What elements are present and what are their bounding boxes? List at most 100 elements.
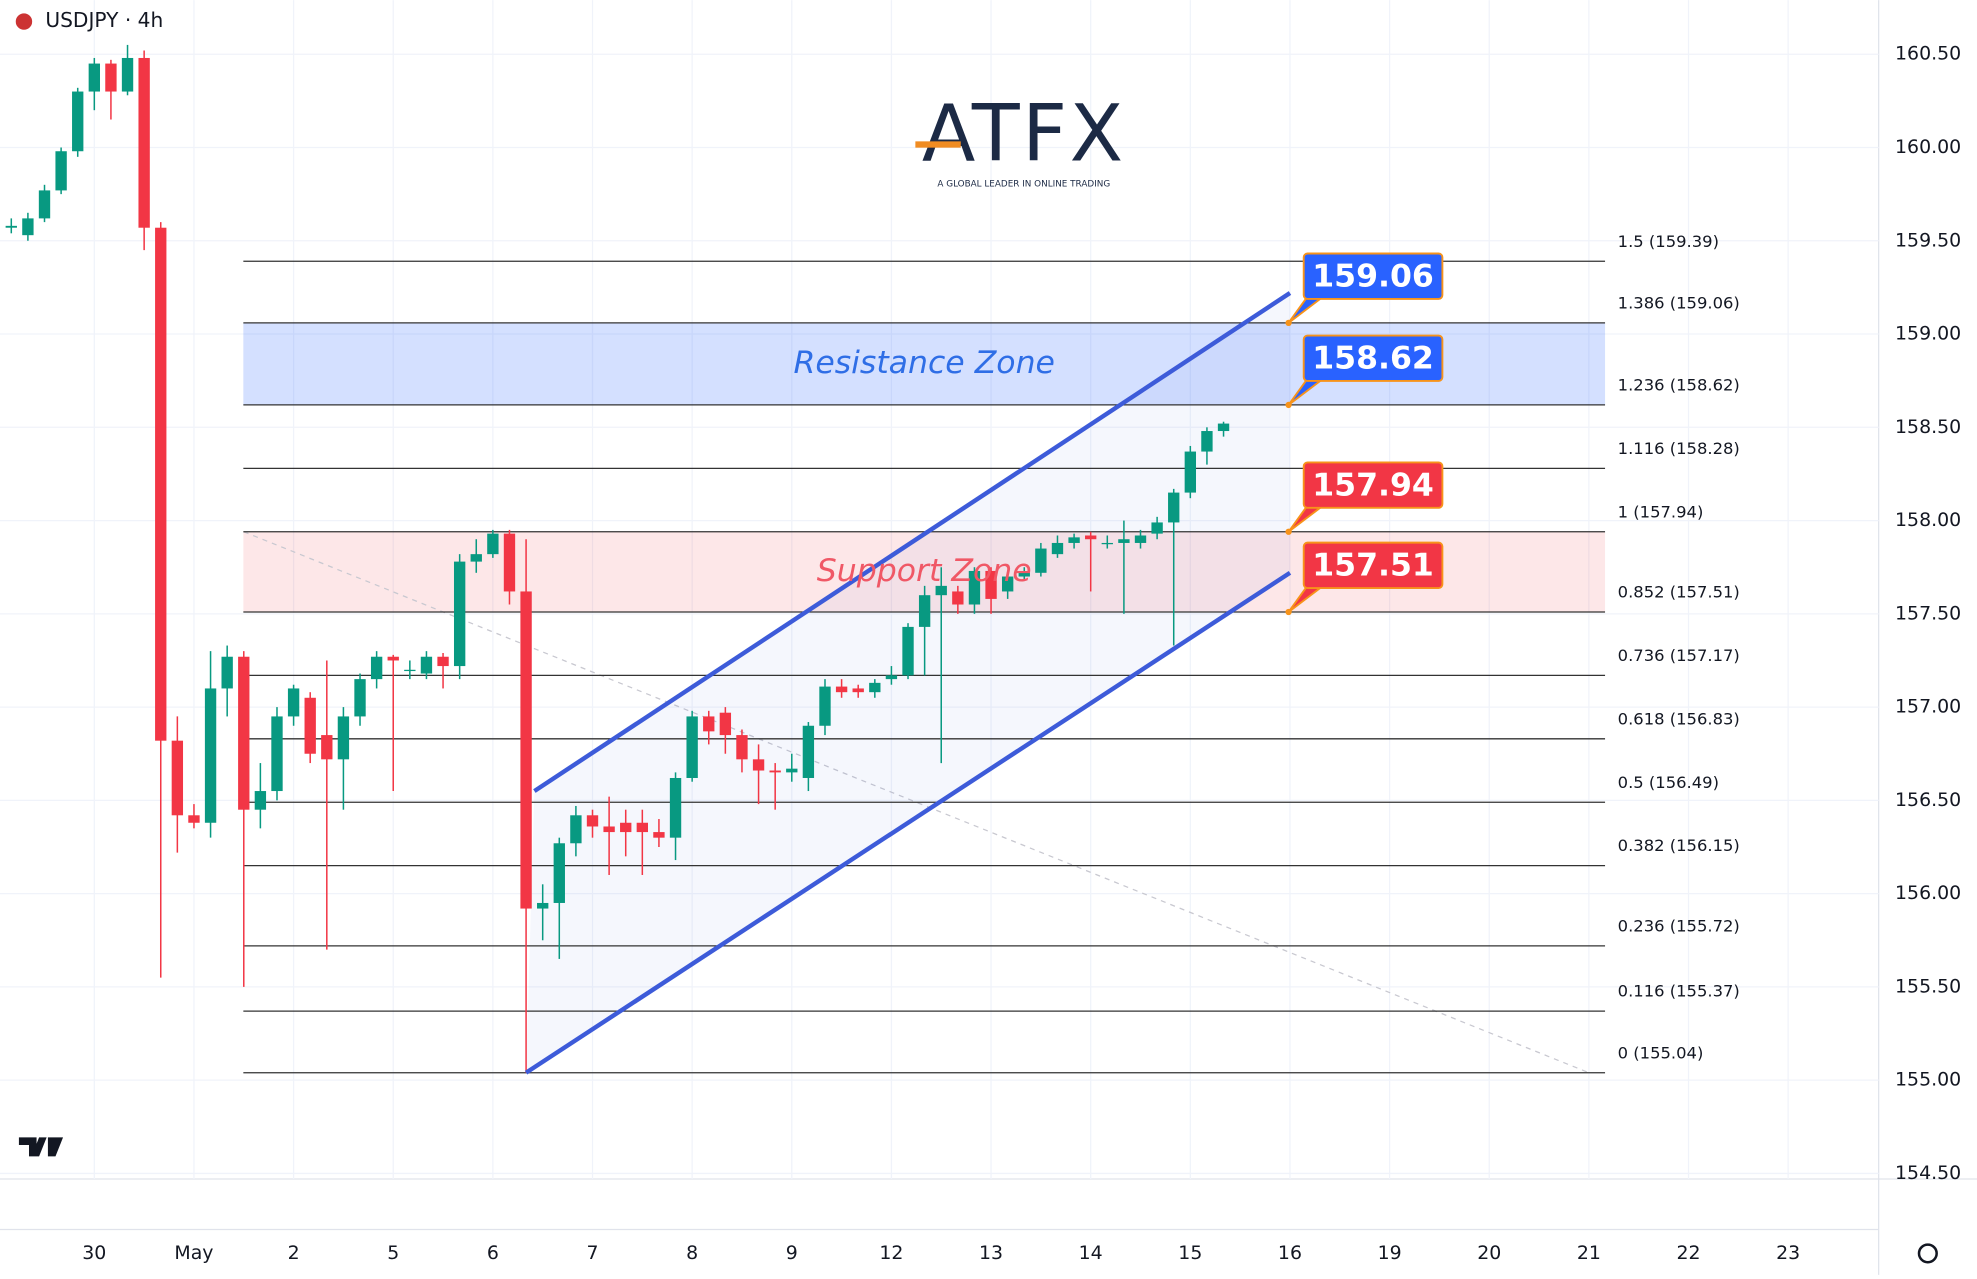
candle-body xyxy=(537,902,549,909)
candle-body xyxy=(570,815,582,844)
candle-body xyxy=(869,682,881,693)
candle-body xyxy=(752,759,765,771)
candle-body xyxy=(155,227,167,741)
candle-body xyxy=(703,716,715,732)
candle-body xyxy=(487,533,499,555)
candle-body xyxy=(1085,535,1097,540)
candle-body xyxy=(819,686,831,726)
y-tick-label: 156.50 xyxy=(1895,789,1961,811)
candle-body xyxy=(736,735,748,760)
candle-body xyxy=(1018,572,1030,577)
atfx-logo: ATFX A GLOBAL LEADER IN ONLINE TRADING xyxy=(915,88,1126,190)
candle-body xyxy=(1134,535,1147,543)
candle-body xyxy=(404,669,416,672)
fib-label: 1.116 (158.28) xyxy=(1618,439,1740,458)
tv-logo xyxy=(18,1137,64,1157)
candle-body xyxy=(769,770,781,773)
candle-body xyxy=(38,190,51,219)
candle-body xyxy=(55,151,67,191)
x-tick-label: 2 xyxy=(288,1242,300,1264)
x-tick-label: 6 xyxy=(487,1242,499,1264)
logo-tagline: A GLOBAL LEADER IN ONLINE TRADING xyxy=(937,180,1110,190)
candle-body xyxy=(835,686,848,693)
candle-body xyxy=(354,679,366,717)
y-tick-label: 159.50 xyxy=(1895,229,1961,251)
x-tick-label: 14 xyxy=(1079,1242,1103,1264)
candle-body xyxy=(420,656,433,674)
candle-body xyxy=(138,57,150,228)
callout-anchor xyxy=(1285,608,1292,616)
candle-body xyxy=(470,554,482,562)
candle-body xyxy=(337,716,350,760)
candle-body xyxy=(5,225,17,228)
x-tick-label: 19 xyxy=(1378,1242,1402,1264)
candle-body xyxy=(271,716,283,792)
candle-body xyxy=(503,533,516,592)
channel-line xyxy=(533,291,1292,793)
x-tick-label: 8 xyxy=(686,1242,698,1264)
logo-accent xyxy=(915,141,961,148)
y-tick-label: 155.00 xyxy=(1895,1069,1961,1091)
channel-line xyxy=(524,570,1292,1075)
y-tick-label: 157.00 xyxy=(1895,696,1961,718)
candle-body xyxy=(1068,537,1080,543)
candle-body xyxy=(121,57,134,92)
x-tick-label: 22 xyxy=(1676,1242,1700,1264)
y-tick-label: 156.00 xyxy=(1895,882,1961,904)
candle-body xyxy=(918,595,931,627)
grid xyxy=(0,0,1879,1180)
x-tick-label: May xyxy=(174,1242,213,1264)
callout-anchor xyxy=(1285,401,1292,409)
candle-body xyxy=(553,843,565,903)
candle-body xyxy=(952,591,964,605)
callout-box xyxy=(1302,252,1444,300)
candle-body xyxy=(453,561,466,667)
fib-label: 0.852 (157.51) xyxy=(1618,583,1740,602)
y-tick-label: 158.50 xyxy=(1895,416,1961,438)
candle-body xyxy=(852,688,864,693)
x-tick-label: 5 xyxy=(387,1242,399,1264)
y-tick-label: 157.50 xyxy=(1895,602,1961,624)
candle-body xyxy=(437,656,449,667)
candle-body xyxy=(603,826,615,833)
candle-body xyxy=(387,656,399,661)
fib-label: 0.618 (156.83) xyxy=(1618,709,1740,728)
tv-logo-mark xyxy=(18,1137,64,1157)
fib-label: 0.736 (157.17) xyxy=(1618,646,1740,665)
callout-box xyxy=(1302,334,1444,382)
y-tick-label: 155.50 xyxy=(1895,975,1961,997)
x-tick-label: 12 xyxy=(879,1242,903,1264)
candle-body xyxy=(1101,542,1113,545)
candle-body xyxy=(719,712,732,736)
candle-body xyxy=(304,697,316,754)
candle-body xyxy=(188,815,200,823)
candle-body xyxy=(1217,423,1230,432)
settings-icon xyxy=(1917,1243,1938,1264)
candle-body xyxy=(238,656,250,810)
candle-body xyxy=(1035,548,1047,573)
x-tick-label: 21 xyxy=(1577,1242,1601,1264)
candle-body xyxy=(1201,431,1213,452)
x-tick-label: 20 xyxy=(1477,1242,1501,1264)
candle-body xyxy=(1051,542,1064,555)
x-tick-label: 9 xyxy=(786,1242,798,1264)
candle-body xyxy=(802,725,815,778)
candle-body xyxy=(1001,576,1014,592)
callout-label: 158.62 xyxy=(1312,341,1434,377)
callout-label: 157.94 xyxy=(1312,467,1434,503)
candle-body xyxy=(786,768,798,773)
candle-body xyxy=(520,591,532,909)
candle-body xyxy=(636,822,648,833)
fib-label: 0.5 (156.49) xyxy=(1618,773,1719,792)
y-tick-label: 159.00 xyxy=(1895,323,1961,345)
candle-body xyxy=(1168,492,1180,523)
candle-body xyxy=(171,740,184,816)
candle-body xyxy=(22,218,34,236)
x-tick-label: 15 xyxy=(1178,1242,1202,1264)
candle-body xyxy=(620,822,632,833)
logo-text: ATFX xyxy=(922,88,1126,179)
settings-gear xyxy=(1917,1243,1938,1264)
callout-box xyxy=(1302,461,1444,509)
